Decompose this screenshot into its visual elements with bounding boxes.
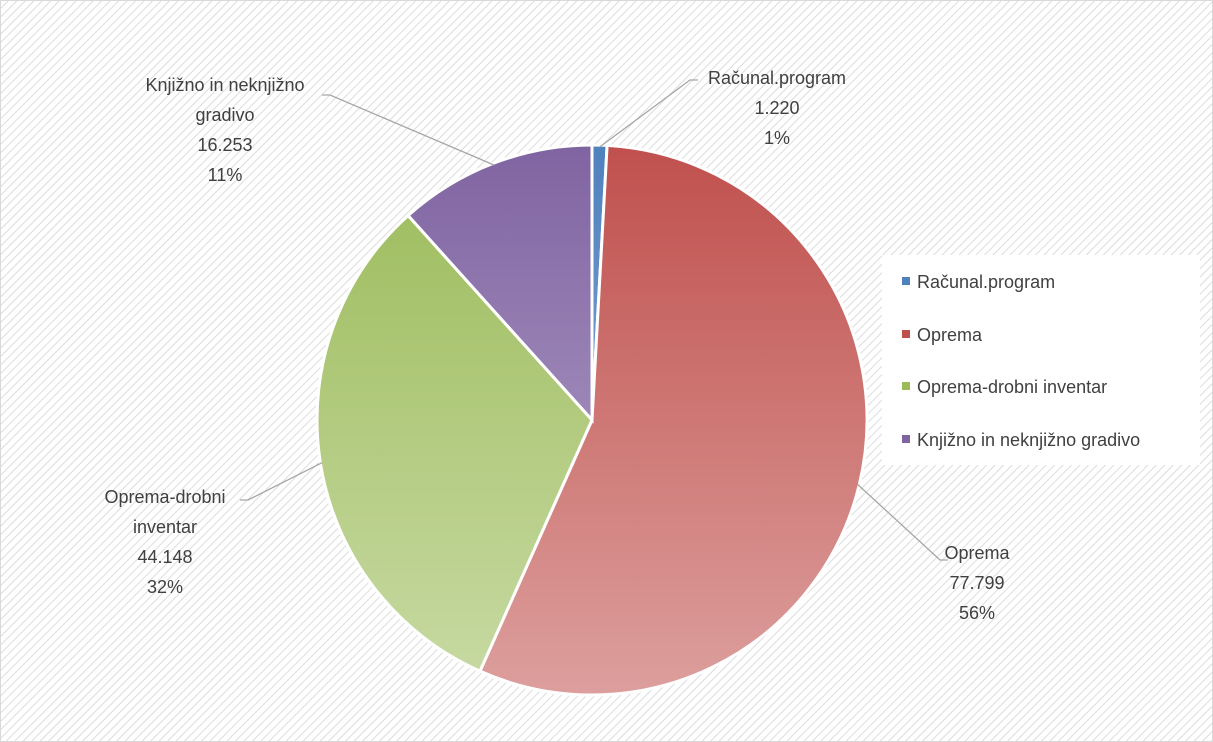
legend-swatch [902, 434, 910, 443]
data-label-category: Knjižno in neknjižno gradivo [145, 75, 305, 125]
data-label: Oprema 77.799 56% [897, 538, 1057, 628]
data-label-value: 1.220 [754, 98, 800, 118]
pie-slice [478, 143, 869, 697]
legend-label: Oprema [917, 324, 983, 345]
legend-swatch [902, 277, 910, 286]
data-label-category: Računal.program [707, 68, 847, 88]
data-label: Knjižno in neknjižno gradivo 16.253 11% [120, 70, 330, 190]
data-label-percent: 11% [207, 165, 243, 185]
data-label-value: 77.799 [949, 573, 1005, 593]
data-label-percent: 56% [958, 603, 996, 623]
legend-item: Oprema [902, 325, 982, 346]
legend-item: Računal.program [902, 272, 1055, 293]
data-label: Računal.program 1.220 1% [682, 63, 872, 153]
data-label-percent: 1% [763, 128, 790, 148]
data-label-percent: 32% [146, 577, 184, 597]
leader-line [240, 461, 323, 501]
legend-item: Oprema-drobni inventar [902, 377, 1107, 398]
data-label-category: Oprema-drobni inventar [104, 487, 226, 537]
data-label-value: 16.253 [197, 135, 253, 155]
leader-line [322, 94, 495, 166]
legend-label: Računal.program [917, 272, 1056, 292]
leader-line [856, 483, 948, 561]
data-label: Oprema-drobni inventar 44.148 32% [90, 482, 240, 602]
legend-label: Oprema-drobni inventar [917, 377, 1108, 397]
legend-label: Knjižno in neknjižno gradivo [917, 429, 1141, 450]
legend: Računal.program Oprema Oprema-drobni inven… [882, 255, 1200, 465]
data-label-category: Oprema [944, 543, 1010, 563]
data-label-value: 44.148 [137, 547, 193, 567]
legend-item: Knjižno in neknjižno gradivo [902, 430, 1140, 451]
pie-slice [405, 143, 594, 424]
legend-swatch [902, 382, 910, 391]
leader-line [599, 79, 698, 148]
legend-swatch [902, 329, 910, 338]
